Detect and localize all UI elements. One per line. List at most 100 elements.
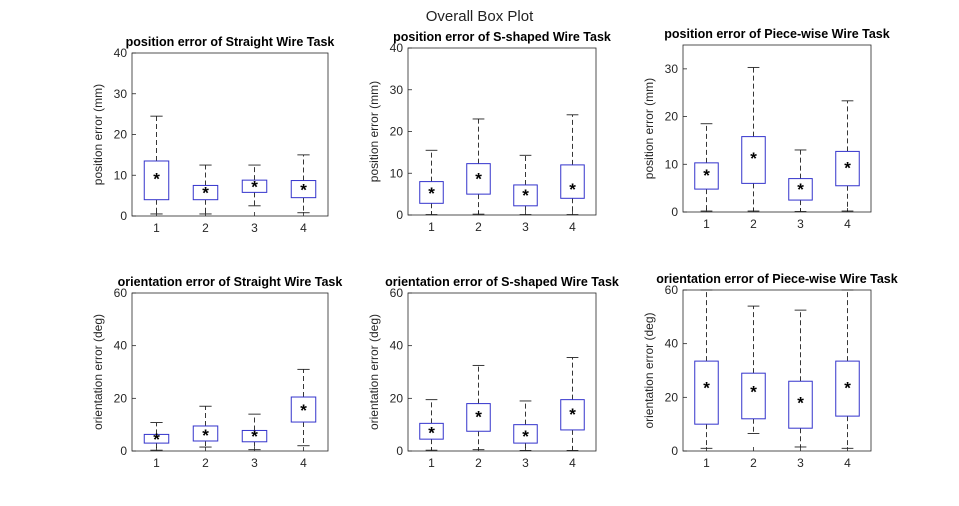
mean-marker-5-3: * [522, 427, 529, 446]
axes-frame-1 [131, 52, 329, 217]
x-tick-label-6-4: 4 [844, 456, 851, 470]
y-axis-label-6: orientation error (deg) [642, 312, 656, 428]
x-tick-label-1-3: 3 [251, 221, 258, 235]
y-axis-label-2: position error (mm) [367, 81, 381, 182]
box-2-1 [419, 181, 444, 204]
y-tick-label-2-40: 40 [390, 41, 404, 55]
axes-frame-5 [407, 292, 597, 452]
box-6-3 [788, 380, 813, 429]
y-tick-label-5-40: 40 [390, 339, 404, 353]
box-4-2 [192, 425, 219, 442]
y-axis-label-3: position error (mm) [642, 78, 656, 179]
x-tick-label-2-2: 2 [475, 220, 482, 234]
mean-marker-4-1: * [153, 430, 160, 449]
plot-title-2: position error of S-shaped Wire Task [393, 30, 611, 44]
mean-marker-6-1: * [703, 379, 710, 398]
y-tick-label-4-0: 0 [120, 444, 127, 458]
y-tick-label-2-0: 0 [396, 208, 403, 222]
y-tick-label-2-20: 20 [390, 125, 404, 139]
mean-marker-6-3: * [797, 393, 804, 412]
box-4-4 [290, 396, 317, 423]
axes-frame-3 [682, 44, 872, 213]
box-1-2 [192, 184, 219, 201]
y-tick-label-2-30: 30 [390, 83, 404, 97]
y-tick-label-1-20: 20 [114, 128, 128, 142]
x-tick-label-3-2: 2 [750, 217, 757, 231]
y-axis-label-4: orientation error (deg) [91, 314, 105, 430]
box-5-4 [560, 399, 585, 431]
mean-marker-4-3: * [251, 427, 258, 446]
x-tick-label-6-3: 3 [797, 456, 804, 470]
mean-marker-5-1: * [428, 423, 435, 442]
x-tick-label-4-1: 1 [153, 456, 160, 470]
x-tick-label-2-4: 4 [569, 220, 576, 234]
box-5-1 [419, 422, 444, 440]
x-tick-label-6-1: 1 [703, 456, 710, 470]
plot-title-4: orientation error of Straight Wire Task [118, 275, 343, 289]
box-1-4 [290, 180, 317, 199]
x-tick-label-4-4: 4 [300, 456, 307, 470]
mean-marker-2-1: * [428, 184, 435, 203]
y-tick-label-1-30: 30 [114, 87, 128, 101]
x-tick-label-6-2: 2 [750, 456, 757, 470]
x-tick-label-5-2: 2 [475, 456, 482, 470]
y-tick-label-4-20: 20 [114, 391, 128, 405]
axes-frame-2 [407, 47, 597, 216]
y-tick-label-6-60: 60 [665, 283, 679, 297]
box-6-2 [741, 372, 766, 420]
box-2-2 [466, 163, 491, 195]
x-tick-label-3-1: 1 [703, 217, 710, 231]
y-tick-label-2-10: 10 [390, 166, 404, 180]
mean-marker-3-1: * [703, 166, 710, 185]
plot-title-3: position error of Piece-wise Wire Task [664, 27, 889, 41]
box-3-3 [788, 178, 813, 201]
box-4-3 [241, 429, 268, 443]
x-tick-label-5-4: 4 [569, 456, 576, 470]
figure-title: Overall Box Plot [425, 8, 534, 25]
mean-marker-3-4: * [844, 159, 851, 178]
mean-marker-1-2: * [202, 184, 209, 203]
mean-marker-3-2: * [750, 149, 757, 168]
plot-title-1: position error of Straight Wire Task [126, 35, 335, 49]
x-tick-label-1-1: 1 [153, 221, 160, 235]
y-axis-label-5: orientation error (deg) [367, 314, 381, 430]
y-tick-label-4-40: 40 [114, 339, 128, 353]
box-1-3 [241, 179, 268, 193]
box-3-2 [741, 136, 766, 184]
x-tick-label-4-3: 3 [251, 456, 258, 470]
mean-marker-2-4: * [569, 180, 576, 199]
y-tick-label-3-0: 0 [671, 205, 678, 219]
y-tick-label-3-10: 10 [665, 157, 679, 171]
x-tick-label-2-1: 1 [428, 220, 435, 234]
box-5-2 [466, 403, 491, 432]
box-6-1 [694, 360, 719, 425]
box-1-1 [143, 160, 170, 201]
y-tick-label-5-20: 20 [390, 391, 404, 405]
y-tick-label-1-0: 0 [120, 209, 127, 223]
box-5-3 [513, 424, 538, 444]
mean-marker-6-4: * [844, 379, 851, 398]
y-tick-label-5-0: 0 [396, 444, 403, 458]
x-tick-label-3-4: 4 [844, 217, 851, 231]
y-tick-label-1-40: 40 [114, 46, 128, 60]
mean-marker-6-2: * [750, 383, 757, 402]
plot-title-6: orientation error of Piece-wise Wire Tas… [656, 272, 897, 286]
y-tick-label-1-10: 10 [114, 168, 128, 182]
box-6-4 [835, 360, 860, 417]
box-3-4 [835, 150, 860, 187]
y-tick-label-6-20: 20 [665, 390, 679, 404]
box-2-4 [560, 164, 585, 199]
mean-marker-1-4: * [300, 180, 307, 199]
mean-marker-4-4: * [300, 401, 307, 420]
y-tick-label-5-60: 60 [390, 286, 404, 300]
x-tick-label-4-2: 2 [202, 456, 209, 470]
mean-marker-2-2: * [475, 169, 482, 188]
mean-marker-3-3: * [797, 180, 804, 199]
box-2-3 [513, 184, 538, 207]
x-tick-label-3-3: 3 [797, 217, 804, 231]
box-3-1 [694, 162, 719, 190]
mean-marker-1-1: * [153, 169, 160, 188]
x-tick-label-5-1: 1 [428, 456, 435, 470]
mean-marker-4-2: * [202, 426, 209, 445]
